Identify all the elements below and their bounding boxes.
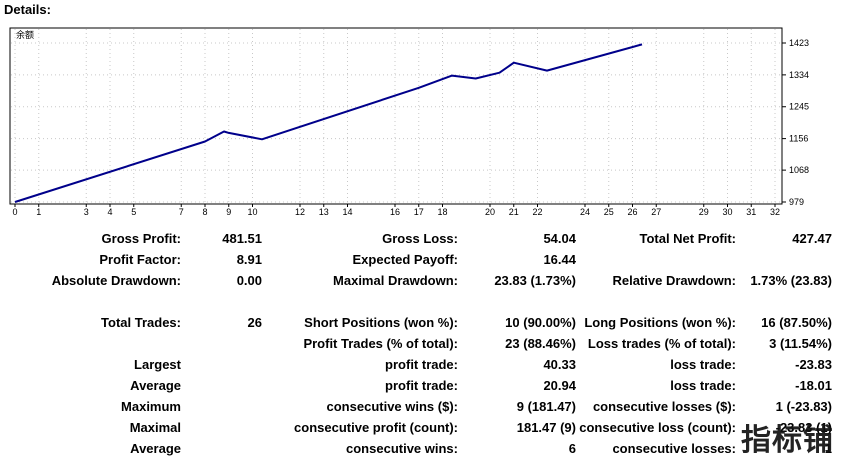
- watermark-logo: 指标铺: [741, 424, 834, 457]
- short-positions-value: 10 (90.00%): [505, 315, 576, 330]
- x-tick-label: 17: [414, 207, 424, 217]
- average-consecutive-loss-label: consecutive losses:: [612, 441, 736, 456]
- average-loss-value: -18.01: [795, 378, 832, 393]
- maximal-label: Maximal: [129, 420, 181, 435]
- maximum-label: Maximum: [121, 399, 181, 414]
- maximum-profit-value: 9 (181.47): [516, 399, 576, 414]
- largest-label: Largest: [134, 357, 181, 372]
- y-tick-label: 1068: [789, 165, 809, 175]
- profit-factor-label: Profit Factor:: [99, 252, 181, 267]
- loss-trades-value: 3 (11.54%): [769, 336, 832, 351]
- largest-loss-value: -23.83: [795, 357, 832, 372]
- x-tick-label: 8: [202, 207, 207, 217]
- largest-profit-value: 40.33: [543, 357, 576, 372]
- x-tick-label: 20: [485, 207, 495, 217]
- average-consecutive-profit-label: consecutive wins:: [346, 441, 458, 456]
- x-tick-label: 14: [342, 207, 352, 217]
- relative-drawdown-label: Relative Drawdown:: [612, 273, 736, 288]
- relative-drawdown-value: 1.73% (23.83): [750, 273, 832, 288]
- y-tick-label: 1334: [789, 70, 809, 80]
- average-consecutive-profit-value: 6: [568, 441, 576, 456]
- maximal-profit-label: consecutive profit (count):: [294, 420, 458, 435]
- y-tick-label: 979: [789, 197, 804, 207]
- maximal-profit-value: 181.47 (9): [516, 420, 576, 435]
- x-tick-label: 1: [36, 207, 41, 217]
- x-tick-label: 9: [226, 207, 231, 217]
- x-tick-label: 30: [722, 207, 732, 217]
- gross-profit-value: 481.51: [222, 231, 262, 246]
- maximum-loss-value: 1 (-23.83): [775, 399, 832, 414]
- absolute-drawdown-value: 0.00: [236, 273, 262, 288]
- average-consecutive-loss-value: 1: [824, 441, 832, 456]
- average-loss-label: loss trade:: [670, 378, 736, 393]
- maximum-profit-label: consecutive wins ($):: [326, 399, 458, 414]
- y-tick-label: 1245: [789, 102, 809, 112]
- details-title: Details:: [4, 2, 51, 17]
- x-tick-label: 13: [319, 207, 329, 217]
- short-positions-label: Short Positions (won %):: [304, 315, 458, 330]
- x-tick-label: 5: [131, 207, 136, 217]
- x-tick-label: 4: [107, 207, 112, 217]
- chart-frame: [9, 27, 783, 205]
- x-tick-label: 31: [746, 207, 756, 217]
- total-trades-value: 26: [247, 315, 262, 330]
- loss-trades-label: Loss trades (% of total):: [587, 336, 736, 351]
- total-net-profit-value: 427.47: [792, 231, 832, 246]
- largest-loss-label: loss trade:: [670, 357, 736, 372]
- x-tick-label: 7: [179, 207, 184, 217]
- average-profit-value: 20.94: [543, 378, 576, 393]
- gross-loss-label: Gross Loss:: [382, 231, 458, 246]
- average-consecutive-label: Average: [130, 441, 181, 456]
- maximal-loss-label: consecutive loss (count):: [579, 420, 736, 435]
- maximal-drawdown-value: 23.83 (1.73%): [494, 273, 576, 288]
- x-tick-label: 12: [295, 207, 305, 217]
- x-tick-label: 24: [580, 207, 590, 217]
- gross-profit-label: Gross Profit:: [101, 231, 181, 246]
- chart-grid: [11, 29, 781, 203]
- long-positions-value: 16 (87.50%): [761, 315, 832, 330]
- y-tick-label: 1423: [789, 38, 809, 48]
- x-tick-label: 25: [604, 207, 614, 217]
- profit-trades-label: Profit Trades (% of total):: [303, 336, 458, 351]
- largest-profit-label: profit trade:: [385, 357, 458, 372]
- x-tick-label: 22: [532, 207, 542, 217]
- maximum-loss-label: consecutive losses ($):: [592, 399, 736, 414]
- long-positions-label: Long Positions (won %):: [584, 315, 736, 330]
- y-tick-label: 1156: [789, 134, 808, 144]
- expected-payoff-label: Expected Payoff:: [352, 252, 458, 267]
- profit-factor-value: 8.91: [236, 252, 262, 267]
- x-tick-label: 18: [437, 207, 447, 217]
- maximal-loss-value: -23.83 (1): [775, 420, 832, 435]
- balance-line: [14, 43, 643, 203]
- x-tick-label: 29: [699, 207, 709, 217]
- total-trades-label: Total Trades:: [101, 315, 181, 330]
- expected-payoff-value: 16.44: [543, 252, 576, 267]
- x-tick-label: 32: [770, 207, 780, 217]
- absolute-drawdown-label: Absolute Drawdown:: [51, 273, 181, 288]
- x-tick-label: 26: [627, 207, 637, 217]
- total-net-profit-label: Total Net Profit:: [639, 231, 736, 246]
- average-label: Average: [130, 378, 181, 393]
- x-tick-label: 3: [84, 207, 89, 217]
- x-axis: 0 1 3 4 5 7 8 9 10 12 13 14 16 17 18 20 21 22 24 25 26 27 29 30…: [12, 204, 780, 217]
- x-tick-label: 16: [390, 207, 400, 217]
- profit-trades-value: 23 (88.46%): [505, 336, 576, 351]
- y-axis: 979 1068 1156 1245 1334 1423: [782, 38, 809, 207]
- average-profit-label: profit trade:: [385, 378, 458, 393]
- x-tick-label: 0: [12, 207, 17, 217]
- x-tick-label: 10: [247, 207, 257, 217]
- x-tick-label: 27: [651, 207, 661, 217]
- chart-title: 余额: [16, 29, 34, 40]
- stats-panel: Gross Profit: 481.51 Gross Loss: 54.04 T…: [0, 229, 844, 461]
- x-tick-label: 21: [509, 207, 519, 217]
- maximal-drawdown-label: Maximal Drawdown:: [333, 273, 458, 288]
- gross-loss-value: 54.04: [543, 231, 576, 246]
